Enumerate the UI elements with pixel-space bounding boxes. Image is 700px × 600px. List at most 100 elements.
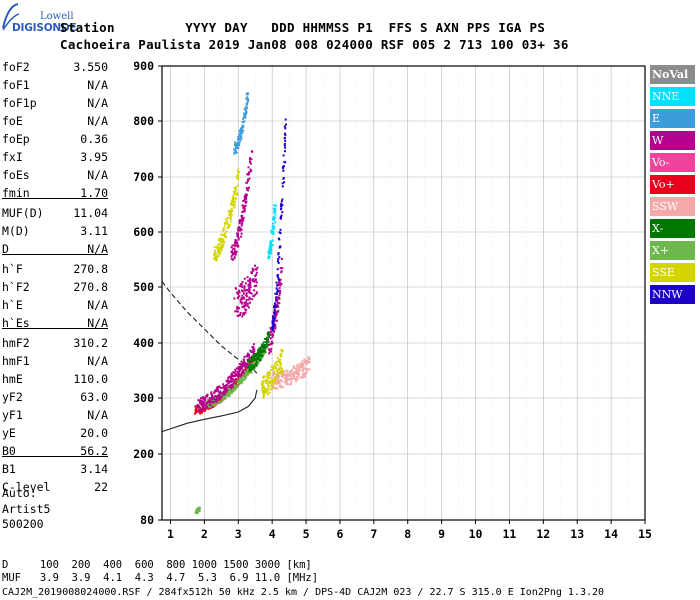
echo-point xyxy=(218,400,221,403)
echo-point xyxy=(215,400,218,403)
echo-point xyxy=(282,169,285,172)
echo-point xyxy=(246,304,249,307)
echo-point xyxy=(284,132,286,135)
echo-point xyxy=(271,222,274,225)
echo-point xyxy=(266,372,269,375)
param-row-d: D N/A xyxy=(2,242,108,260)
echo-point xyxy=(279,384,282,387)
x-tick-label: 1 xyxy=(167,527,174,541)
param-value: 3.11 xyxy=(80,224,108,238)
echo-point xyxy=(243,288,246,291)
echo-point xyxy=(212,401,215,404)
echo-point xyxy=(263,344,266,346)
echo-point xyxy=(252,359,255,362)
auto-artist: Artist5 xyxy=(2,502,51,516)
echo-point xyxy=(276,274,279,277)
echo-point xyxy=(270,376,273,379)
echo-point xyxy=(215,259,218,262)
echo-point xyxy=(251,272,253,274)
param-value: N/A xyxy=(87,96,108,110)
echo-point xyxy=(272,317,275,320)
echo-point xyxy=(261,354,264,357)
echo-point xyxy=(257,348,260,351)
echo-point xyxy=(245,301,248,304)
echo-point xyxy=(262,379,265,382)
y-tick-label: 800 xyxy=(133,114,154,128)
echo-point xyxy=(238,226,241,228)
echo-point xyxy=(273,370,275,373)
echo-point xyxy=(217,252,220,255)
echo-point xyxy=(219,390,222,393)
echo-point xyxy=(269,337,272,340)
x-tick-label: 14 xyxy=(604,527,618,541)
echo-point xyxy=(241,378,244,381)
echo-point xyxy=(273,372,276,375)
echo-point xyxy=(303,358,306,361)
echo-point xyxy=(216,246,219,249)
echo-point xyxy=(193,412,196,415)
echo-point xyxy=(271,332,274,335)
echo-point xyxy=(213,403,216,406)
echo-point xyxy=(228,393,231,396)
echo-point xyxy=(275,281,278,284)
echo-point xyxy=(251,298,254,301)
echo-point xyxy=(261,386,263,389)
echo-point xyxy=(276,310,279,313)
param-row-foes: foEs N/A xyxy=(2,168,108,186)
echo-point xyxy=(289,375,292,378)
echo-point xyxy=(240,297,243,300)
echo-point xyxy=(230,374,233,377)
echo-point xyxy=(289,372,292,375)
echo-point xyxy=(266,332,269,334)
echo-point xyxy=(283,160,286,163)
echo-point xyxy=(244,204,247,207)
echo-point xyxy=(304,367,307,370)
echo-point xyxy=(271,336,274,338)
echo-point xyxy=(237,314,240,317)
echo-point xyxy=(242,199,245,202)
echo-point xyxy=(244,108,247,111)
echo-point xyxy=(244,282,247,285)
echo-point xyxy=(269,350,272,353)
echo-point xyxy=(230,386,233,389)
echo-point xyxy=(267,348,270,351)
echo-point xyxy=(237,238,240,241)
echo-point xyxy=(273,311,276,314)
echo-point xyxy=(245,102,248,105)
echo-point xyxy=(245,110,248,113)
echo-point xyxy=(252,352,255,355)
echo-point xyxy=(246,371,249,374)
echo-point xyxy=(243,208,246,211)
echo-point xyxy=(248,279,251,282)
echo-point xyxy=(201,403,204,406)
echo-point xyxy=(265,343,268,346)
echo-point xyxy=(256,266,259,269)
echo-point xyxy=(235,194,238,196)
echo-point xyxy=(279,281,281,284)
param-name: h`F2 xyxy=(2,280,30,294)
param-row-b0: B0 56.2 xyxy=(2,444,108,462)
logo-swoosh-icon xyxy=(2,3,20,31)
echo-point xyxy=(245,292,248,295)
echo-point xyxy=(307,357,310,360)
echo-point xyxy=(253,293,256,296)
legend-item-e: E xyxy=(650,109,695,128)
echo-point xyxy=(259,347,262,350)
echo-point xyxy=(276,275,279,278)
echo-point xyxy=(278,367,280,370)
echo-point xyxy=(216,386,219,389)
echo-point xyxy=(282,371,285,374)
echo-point xyxy=(229,212,232,215)
echo-point xyxy=(233,241,236,244)
echo-point xyxy=(216,396,218,399)
echo-point xyxy=(229,203,232,206)
echo-point xyxy=(238,380,241,383)
echo-point xyxy=(272,372,275,375)
echo-point xyxy=(264,379,267,382)
echo-point xyxy=(285,373,288,376)
param-name: foF2 xyxy=(2,60,30,74)
echo-point xyxy=(245,181,248,184)
param-separator xyxy=(2,328,108,329)
echo-point xyxy=(283,144,286,147)
echo-point xyxy=(245,289,248,292)
